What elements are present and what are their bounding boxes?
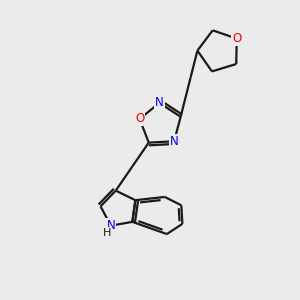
Text: N: N	[155, 96, 164, 110]
Text: O: O	[135, 112, 144, 125]
Text: N: N	[106, 219, 115, 232]
Text: O: O	[232, 32, 241, 45]
Text: N: N	[170, 135, 178, 148]
Text: H: H	[103, 228, 111, 238]
